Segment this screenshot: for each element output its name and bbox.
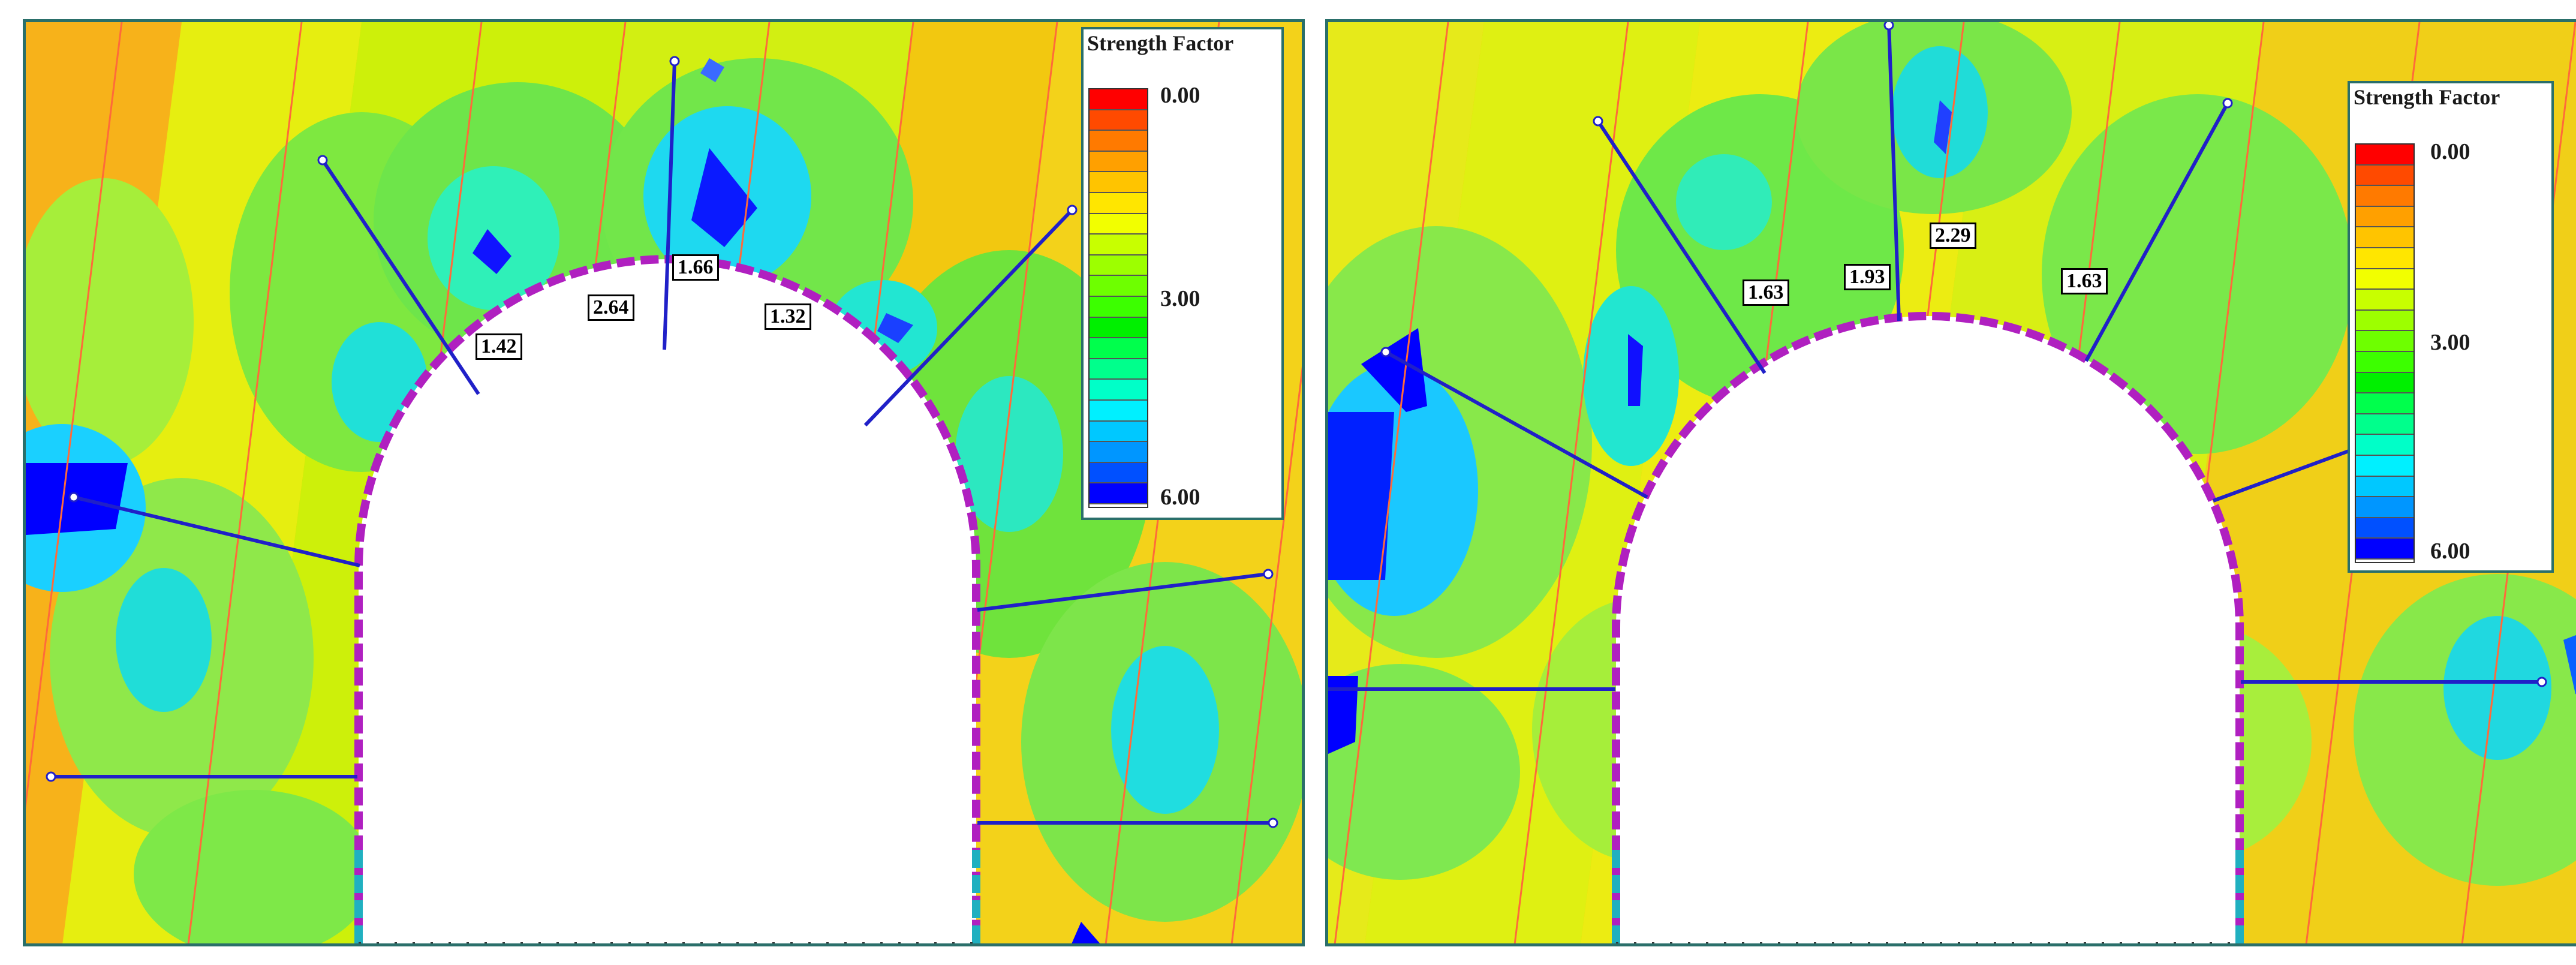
color-bar-step bbox=[1090, 214, 1147, 235]
legend-tick-mid: 3.00 bbox=[1160, 286, 1200, 311]
color-bar-step bbox=[1090, 442, 1147, 463]
model-panel-left: 1.42 2.64 1.66 1.32 Strength Factor 0.00… bbox=[23, 19, 1305, 946]
legend-tick-min: 0.00 bbox=[1160, 83, 1200, 108]
legend-tick-max: 6.00 bbox=[1160, 485, 1200, 510]
color-bar-step bbox=[1090, 235, 1147, 255]
color-bar-step bbox=[2356, 455, 2414, 477]
color-bar-step bbox=[1090, 172, 1147, 193]
color-bar-step bbox=[1090, 359, 1147, 380]
legend-tick-min: 0.00 bbox=[2430, 139, 2470, 164]
color-bar-step bbox=[1090, 193, 1147, 214]
color-bar-step bbox=[1090, 421, 1147, 443]
color-bar-step bbox=[1090, 255, 1147, 276]
color-bar-step bbox=[2356, 206, 2414, 228]
legend-tick-mid: 3.00 bbox=[2430, 330, 2470, 355]
color-bar-step bbox=[1090, 400, 1147, 422]
color-bar-step bbox=[2356, 165, 2414, 187]
color-bar-step bbox=[1090, 296, 1147, 318]
color-bar-step bbox=[2356, 331, 2414, 352]
color-bar-step bbox=[2356, 310, 2414, 332]
bolt-value-label: 1.63 bbox=[1743, 279, 1789, 306]
color-bar-step bbox=[2356, 372, 2414, 394]
color-bar-step bbox=[2356, 476, 2414, 498]
color-bar-step bbox=[2356, 248, 2414, 269]
tunnel-excavation bbox=[359, 259, 976, 943]
color-bar-step bbox=[1090, 462, 1147, 484]
rock-bolts bbox=[1328, 22, 2542, 691]
bolt-value-label: 1.66 bbox=[672, 254, 719, 281]
legend-tick-max: 6.00 bbox=[2430, 539, 2470, 564]
bolt-heads bbox=[46, 56, 1278, 828]
color-bar-step bbox=[2356, 497, 2414, 518]
model-panel-right: 1.63 1.93 2.29 1.63 Strength Factor 0.00… bbox=[1325, 19, 2576, 946]
legend: Strength Factor 0.00 3.00 6.00 bbox=[1081, 27, 1284, 520]
legend: Strength Factor 0.00 3.00 6.00 bbox=[2348, 81, 2554, 573]
bolt-value-label: 1.93 bbox=[1844, 264, 1891, 290]
color-bar-step bbox=[2356, 518, 2414, 539]
color-bar-step bbox=[2356, 186, 2414, 207]
color-bar-step bbox=[1090, 276, 1147, 297]
color-bar-step bbox=[2356, 414, 2414, 435]
color-bar-step bbox=[1090, 483, 1147, 504]
color-bar-step bbox=[2356, 351, 2414, 373]
legend-title: Strength Factor bbox=[1087, 31, 1234, 55]
color-bar bbox=[1088, 88, 1148, 508]
color-bar-step bbox=[1090, 151, 1147, 173]
color-bar-step bbox=[1090, 338, 1147, 359]
color-bar-step bbox=[2356, 227, 2414, 248]
bolt-value-label: 1.42 bbox=[476, 333, 522, 360]
color-bar-step bbox=[1090, 89, 1147, 110]
bolt-value-label: 2.64 bbox=[588, 294, 634, 321]
color-bar-step bbox=[2356, 145, 2414, 166]
bolt-value-label: 1.63 bbox=[2061, 268, 2108, 294]
color-bar-step bbox=[1090, 131, 1147, 152]
color-bar-step bbox=[1090, 380, 1147, 401]
bolt-value-label: 1.32 bbox=[765, 303, 811, 330]
bolt-heads bbox=[1380, 22, 2547, 687]
color-bar-step bbox=[2356, 290, 2414, 311]
color-bar-step bbox=[1090, 317, 1147, 339]
color-bar-step bbox=[2356, 539, 2414, 560]
color-bar bbox=[2355, 143, 2415, 563]
bolt-value-label: 2.29 bbox=[1930, 223, 1976, 249]
legend-title: Strength Factor bbox=[2354, 85, 2500, 109]
tunnel-excavation bbox=[1616, 316, 2240, 943]
color-bar-step bbox=[2356, 269, 2414, 290]
color-bar-step bbox=[2356, 435, 2414, 456]
rock-bolts bbox=[51, 61, 1273, 825]
tunnel-liner bbox=[1612, 312, 2244, 943]
color-bar-step bbox=[1090, 110, 1147, 131]
color-bar-step bbox=[2356, 393, 2414, 414]
